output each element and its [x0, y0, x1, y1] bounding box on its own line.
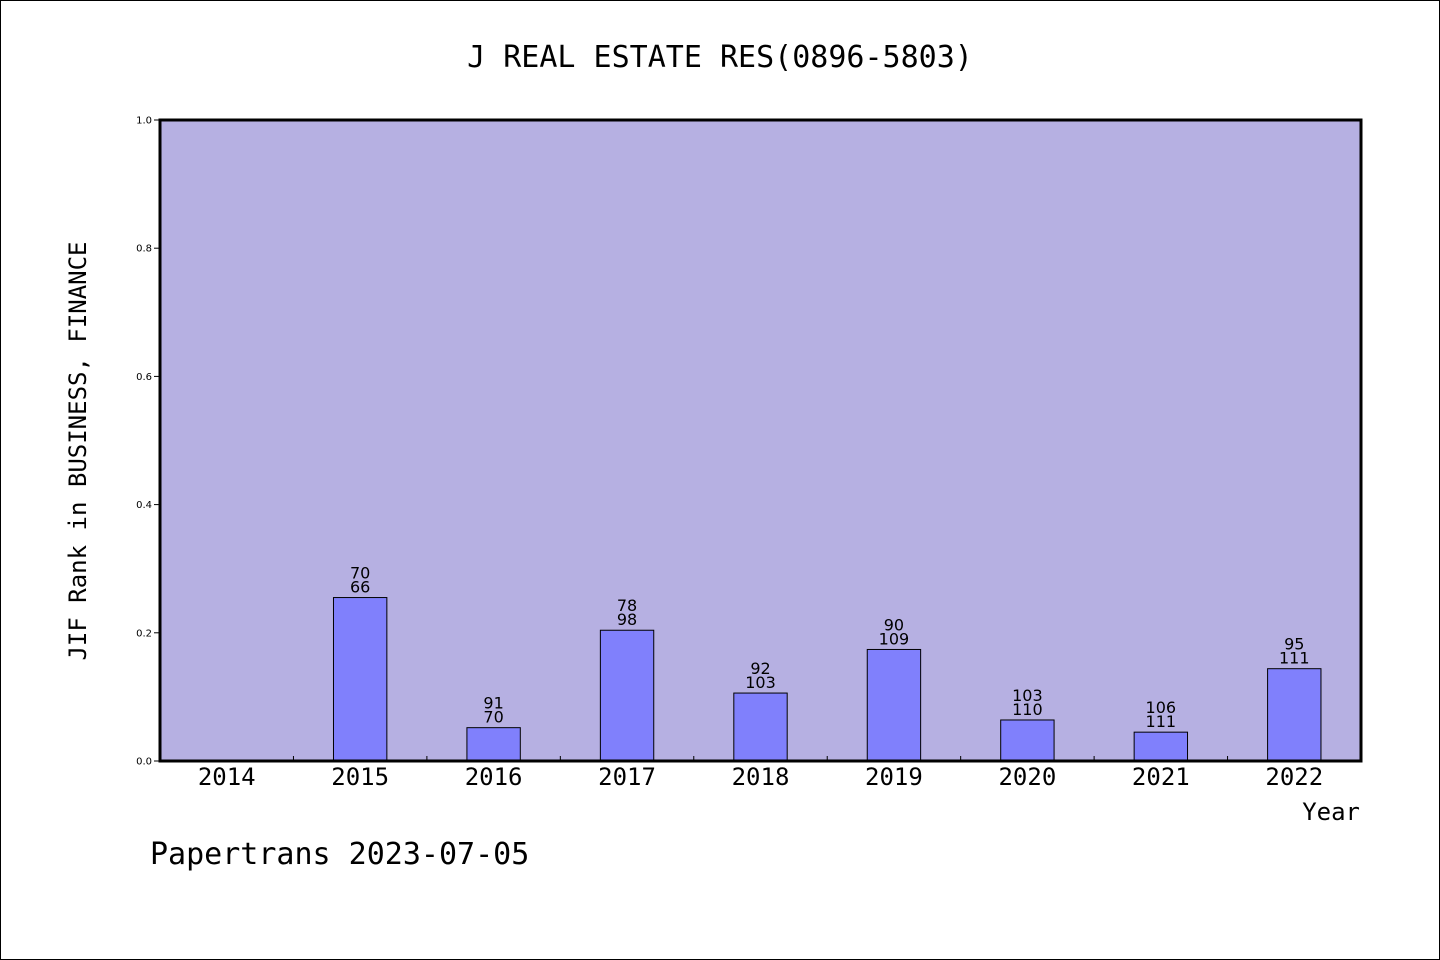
x-tick-label: 2014	[198, 763, 256, 791]
x-tick-label: 2021	[1132, 763, 1190, 791]
bar-2015	[332, 597, 388, 762]
footer-watermark: Papertrans 2023-07-05	[150, 837, 529, 872]
x-axis-label: Year	[1302, 798, 1360, 826]
y-tick-label: 0.0	[136, 757, 152, 768]
y-axis-ticks: 0.0 0.2 0.4 0.6 0.8 1.0	[136, 116, 160, 768]
bar-label-bottom: 110	[1012, 700, 1043, 719]
bar-2016	[466, 727, 521, 762]
bar-2021	[1133, 731, 1189, 762]
bar-2022	[1267, 668, 1322, 762]
bar-label-bottom: 111	[1146, 712, 1177, 731]
bar-label-top: 95	[1284, 635, 1304, 654]
bar-label-bottom: 109	[879, 629, 910, 648]
bar-label-top: 91	[483, 694, 503, 713]
chart-title: J REAL ESTATE RES(0896-5803)	[467, 40, 973, 75]
bar-label-top: 103	[1012, 686, 1043, 705]
bar-2019	[866, 648, 922, 762]
y-tick-label: 0.6	[136, 372, 152, 383]
x-axis-ticks: 2014 2015 2016 2017 2018 2019 2020 2021 2022	[198, 756, 1323, 791]
y-tick-label: 1.0	[136, 116, 152, 127]
bar-2017	[599, 629, 655, 762]
x-tick-label: 2015	[331, 763, 389, 791]
x-tick-label: 2017	[598, 763, 656, 791]
bar-label-top: 90	[884, 615, 904, 634]
x-tick-label: 2020	[998, 763, 1056, 791]
bar-label-bottom: 111	[1279, 649, 1310, 668]
bar-group	[332, 597, 1322, 762]
x-tick-label: 2019	[865, 763, 923, 791]
x-tick-label: 2018	[732, 763, 790, 791]
bar-label-top: 70	[350, 564, 370, 583]
bar-label-bottom: 66	[350, 578, 370, 597]
bar-label-bottom: 103	[745, 673, 776, 692]
bar-label-top: 92	[750, 659, 770, 678]
bar-label-bottom: 70	[483, 708, 503, 727]
bar-label-top: 106	[1146, 698, 1177, 717]
bar-2020	[1000, 719, 1055, 762]
x-tick-label: 2016	[465, 763, 523, 791]
bar-label-bottom: 98	[617, 610, 637, 629]
bar-label-top: 78	[617, 596, 637, 615]
x-tick-label: 2022	[1265, 763, 1323, 791]
y-axis-label: JIF Rank in BUSINESS, FINANCE	[64, 241, 92, 660]
bar-2018	[733, 692, 788, 762]
plot-border	[158, 118, 1363, 763]
y-tick-label: 0.2	[136, 628, 152, 639]
y-tick-label: 0.4	[136, 500, 152, 511]
y-tick-label: 0.8	[136, 244, 152, 255]
